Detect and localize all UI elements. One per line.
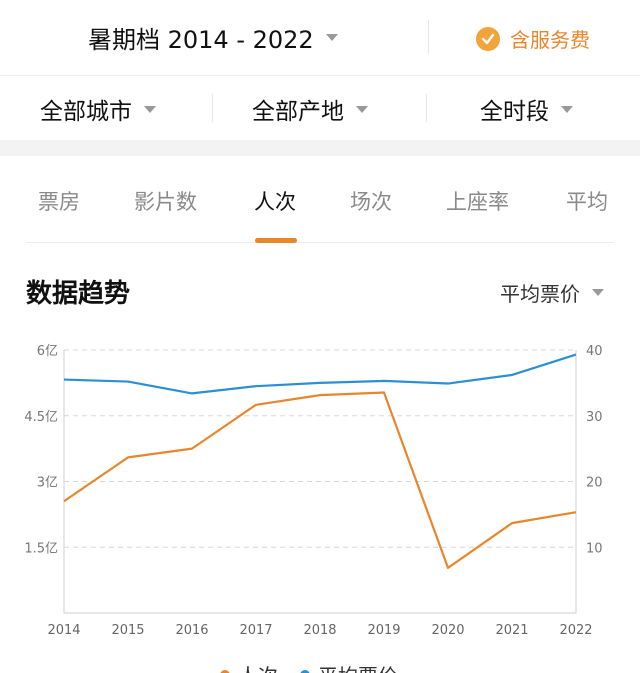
y-right-tick-label: 20 [586, 476, 603, 491]
y-right-tick-label: 10 [586, 541, 603, 556]
y-right-tick-label: 30 [586, 410, 603, 425]
service-fee-toggle[interactable]: 含服务费 [476, 24, 590, 53]
series-line-avg-price [63, 353, 577, 395]
city-filter-label: 全部城市 [40, 99, 132, 125]
x-tick-label: 2016 [175, 623, 208, 638]
y-right-tick-label: 40 [586, 344, 603, 359]
tab-film-count[interactable]: 影片数 [134, 190, 197, 214]
tab-occupancy[interactable]: 上座率 [446, 190, 509, 214]
trend-chart: 1.5亿 3亿 4.5亿 6亿 10 20 30 40 2014 2015 2016 2017 2018… [24, 344, 603, 638]
x-tick-label: 2014 [47, 623, 80, 638]
y-left-tick-label: 1.5亿 [24, 541, 58, 556]
legend-item-admissions: 人次 [220, 660, 278, 673]
series-line-admissions [63, 391, 577, 569]
origin-filter[interactable]: 全部产地 [252, 92, 368, 126]
tab-screenings[interactable]: 场次 [350, 190, 392, 214]
city-filter[interactable]: 全部城市 [40, 92, 156, 126]
tab-box-office[interactable]: 票房 [38, 190, 80, 214]
x-tick-label: 2015 [111, 623, 144, 638]
legend-dot [220, 669, 230, 673]
time-filter-label: 全时段 [480, 99, 549, 125]
chevron-down-icon [561, 105, 573, 113]
tabs-divider [26, 242, 614, 243]
tab-average[interactable]: 平均 [566, 190, 608, 214]
check-icon [476, 26, 500, 51]
tab-admissions[interactable]: 人次 [254, 190, 296, 214]
active-tab-indicator [255, 238, 297, 243]
legend-label: 平均票价 [318, 660, 398, 673]
chevron-down-icon [592, 289, 604, 296]
top-bar: 暑期档 2014 - 2022 含服务费 [0, 0, 640, 76]
metric-selector[interactable]: 平均票价 [500, 278, 604, 307]
section-gap [0, 140, 640, 156]
period-label: 暑期档 2014 - 2022 [88, 26, 314, 54]
origin-filter-label: 全部产地 [252, 99, 344, 125]
legend-item-avg-price: 平均票价 [300, 660, 398, 673]
service-fee-label: 含服务费 [510, 28, 590, 52]
y-left-tick-label: 6亿 [37, 344, 58, 359]
x-tick-label: 2017 [239, 623, 272, 638]
chevron-down-icon [325, 34, 338, 41]
metric-selector-label: 平均票价 [500, 282, 580, 306]
x-tick-label: 2020 [431, 623, 464, 638]
divider [426, 94, 427, 122]
chart-legend: 人次 平均票价 [220, 660, 420, 673]
divider [428, 20, 429, 54]
x-tick-label: 2021 [495, 623, 528, 638]
metric-tabs: 票房 影片数 人次 场次 上座率 平均 [0, 156, 640, 244]
filter-bar: 全部城市 全部产地 全时段 [0, 76, 640, 140]
period-selector[interactable]: 暑期档 2014 - 2022 [88, 20, 338, 55]
x-tick-label: 2022 [559, 623, 592, 638]
divider [212, 94, 213, 122]
chevron-down-icon [356, 105, 368, 113]
x-tick-label: 2019 [367, 623, 400, 638]
legend-label: 人次 [238, 660, 278, 673]
time-filter[interactable]: 全时段 [480, 92, 573, 126]
chevron-down-icon [144, 105, 156, 113]
x-tick-label: 2018 [303, 623, 336, 638]
legend-dot [300, 669, 310, 673]
y-left-tick-label: 4.5亿 [24, 410, 58, 425]
y-left-tick-label: 3亿 [37, 476, 58, 491]
section-title: 数据趋势 [26, 279, 131, 309]
